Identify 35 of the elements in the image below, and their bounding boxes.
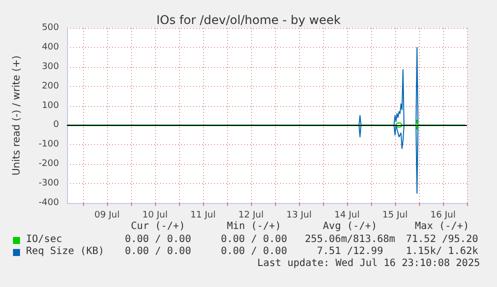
text: 1.15k/ 1.62k — [404, 246, 480, 257]
y-axis-title: Units read (-) / write (+) — [12, 55, 22, 176]
text: 0.00 / 0.00 — [220, 234, 288, 245]
x-tick-label: 14 Jul — [334, 210, 360, 220]
y-tick-label: 200 — [42, 81, 60, 92]
legend-label: Req Size (KB) — [26, 246, 104, 257]
x-tick-label: 10 Jul — [142, 210, 168, 220]
y-tick-label: 100 — [42, 100, 60, 111]
text: Last update: Wed Jul 16 23:10:08 2025 — [257, 258, 480, 269]
y-tick-label: -400 — [38, 198, 60, 208]
y-tick-label: -300 — [38, 178, 60, 189]
text: 0.00 / 0.00 — [124, 234, 192, 245]
text: Max (-/+) — [414, 221, 470, 232]
text: 255.06m/813.68m — [304, 234, 396, 245]
y-tick-label: -100 — [38, 140, 60, 150]
text: 71.52 /95.20 — [406, 234, 478, 245]
text: Cur (-/+) — [130, 221, 186, 232]
text: Min (-/+) — [226, 221, 282, 232]
x-tick-label: 11 Jul — [190, 210, 216, 220]
y-tick-label: 400 — [42, 42, 60, 52]
y-tick-label: 500 — [42, 23, 60, 33]
text: 0.00 / 0.00 — [124, 246, 192, 257]
x-tick-label: 15 Jul — [382, 210, 408, 220]
chart-title: IOs for /dev/ol/home - by week — [156, 13, 341, 27]
text: 0.00 / 0.00 — [220, 246, 288, 257]
legend-label: IO/sec — [26, 234, 62, 245]
y-tick-label: -200 — [38, 159, 60, 170]
text: 7.51 /12.99 — [316, 246, 384, 257]
x-tick-label: 09 Jul — [94, 210, 120, 220]
y-tick-label: 0 — [53, 120, 60, 130]
x-tick-label: 12 Jul — [238, 210, 264, 220]
text: Avg (-/+) — [322, 221, 378, 232]
x-tick-label: 13 Jul — [286, 210, 312, 220]
x-tick-label: 16 Jul — [430, 210, 456, 220]
y-tick-label: 300 — [42, 62, 60, 72]
